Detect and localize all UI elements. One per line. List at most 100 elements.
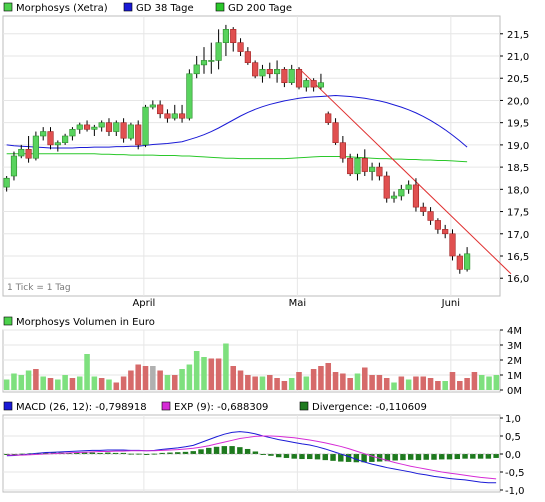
trendline	[298, 68, 512, 275]
candle-body	[332, 122, 339, 143]
legend-swatch-icon	[123, 2, 133, 12]
divergence-bar	[268, 454, 274, 456]
candle-body	[200, 60, 208, 66]
volume-bar	[354, 373, 361, 390]
divergence-bar	[485, 454, 492, 459]
volume-bar	[427, 378, 434, 390]
macd-tick-label: 1,0	[505, 414, 521, 425]
candle-body	[98, 122, 105, 128]
divergence-bar	[198, 449, 204, 454]
volume-bar	[303, 376, 310, 390]
candle-body	[69, 129, 76, 137]
volume-bar	[310, 369, 317, 390]
candle-body	[288, 69, 295, 83]
divergence-bar	[307, 454, 313, 460]
legend-label: Divergence: -0,110609	[312, 402, 427, 413]
candle-body	[171, 113, 178, 119]
divergence-bar	[120, 452, 127, 454]
macd-tick-label: -1,0	[505, 486, 525, 497]
divergence-bar	[89, 452, 96, 454]
volume-bar	[142, 366, 149, 390]
volume-bar	[318, 366, 324, 390]
price-tick-label: 16,0	[507, 274, 529, 285]
candle-body	[54, 142, 61, 146]
candle-body	[32, 135, 39, 159]
volume-bar	[347, 378, 353, 390]
divergence-bar	[81, 452, 88, 454]
candle-body	[91, 126, 98, 130]
divergence-bar	[167, 452, 173, 454]
legend-swatch-icon	[161, 401, 171, 411]
candle-body	[434, 220, 441, 230]
divergence-bar	[470, 454, 476, 459]
divergence-bar	[400, 454, 406, 461]
divergence-bar	[221, 446, 228, 454]
divergence-bar	[237, 447, 243, 454]
divergence-bar	[275, 454, 282, 458]
divergence-bar	[314, 454, 321, 460]
candle-body	[186, 73, 193, 119]
candle-body	[83, 124, 91, 130]
candle-body	[442, 229, 449, 235]
volume-tick-label: 4M	[507, 326, 522, 337]
divergence-bar	[260, 454, 266, 455]
divergence-bar	[369, 454, 375, 462]
price-tick-label: 18,5	[507, 163, 529, 174]
volume-bar	[332, 372, 339, 390]
candle-body	[127, 124, 134, 139]
candle-body	[274, 69, 281, 75]
price-tick-label: 17,5	[507, 208, 529, 219]
candle-body	[113, 122, 120, 132]
candle-body	[310, 80, 317, 88]
candle-body	[398, 189, 405, 197]
candle-body	[295, 69, 303, 88]
candle-body	[47, 131, 54, 146]
legend-swatch-icon	[215, 2, 225, 12]
volume-bar	[383, 378, 390, 390]
volume-tick-label: 3M	[507, 341, 522, 352]
divergence-bar	[206, 447, 212, 454]
volume-bar	[486, 376, 492, 390]
candle-body	[157, 104, 164, 115]
candle-body	[354, 157, 361, 175]
volume-bar	[55, 379, 61, 390]
ma-line-1	[6, 153, 468, 163]
candle-body	[325, 113, 332, 123]
divergence-bar	[11, 454, 18, 455]
volume-bar	[33, 369, 39, 390]
volume-bar	[201, 357, 207, 390]
candle-body	[10, 155, 18, 177]
volume-bar	[215, 358, 222, 390]
month-label: April	[132, 298, 155, 309]
volume-bar	[493, 375, 500, 390]
legend-swatch-icon	[299, 401, 309, 411]
volume-bar	[193, 351, 200, 390]
volume-bar	[120, 376, 127, 390]
legend-swatch-icon	[3, 2, 13, 12]
price-tick-label: 18,0	[507, 185, 529, 196]
volume-bar	[157, 370, 163, 390]
candle-body	[412, 184, 420, 208]
candle-body	[215, 42, 222, 61]
divergence-bar	[182, 451, 189, 454]
volume-bar	[281, 381, 288, 390]
divergence-bar	[283, 454, 290, 458]
candle-body	[266, 69, 273, 75]
divergence-bar	[112, 452, 119, 454]
divergence-bar	[407, 454, 414, 460]
volume-bar	[369, 375, 375, 390]
candle-body	[135, 124, 142, 146]
volume-bar	[362, 367, 368, 390]
price-tick-label: 20,0	[507, 96, 529, 107]
divergence-bar	[136, 453, 142, 455]
candle-body	[361, 157, 368, 172]
candle-body	[230, 29, 237, 43]
volume-tick-label: 0M	[507, 386, 522, 397]
legend-swatch-icon	[3, 401, 13, 411]
legend-label: GD 200 Tage	[228, 3, 292, 14]
divergence-bar	[384, 454, 391, 462]
volume-bar	[413, 376, 419, 390]
divergence-bar	[322, 454, 328, 461]
legend-label: GD 38 Tage	[136, 3, 194, 14]
volume-bar	[135, 364, 141, 390]
